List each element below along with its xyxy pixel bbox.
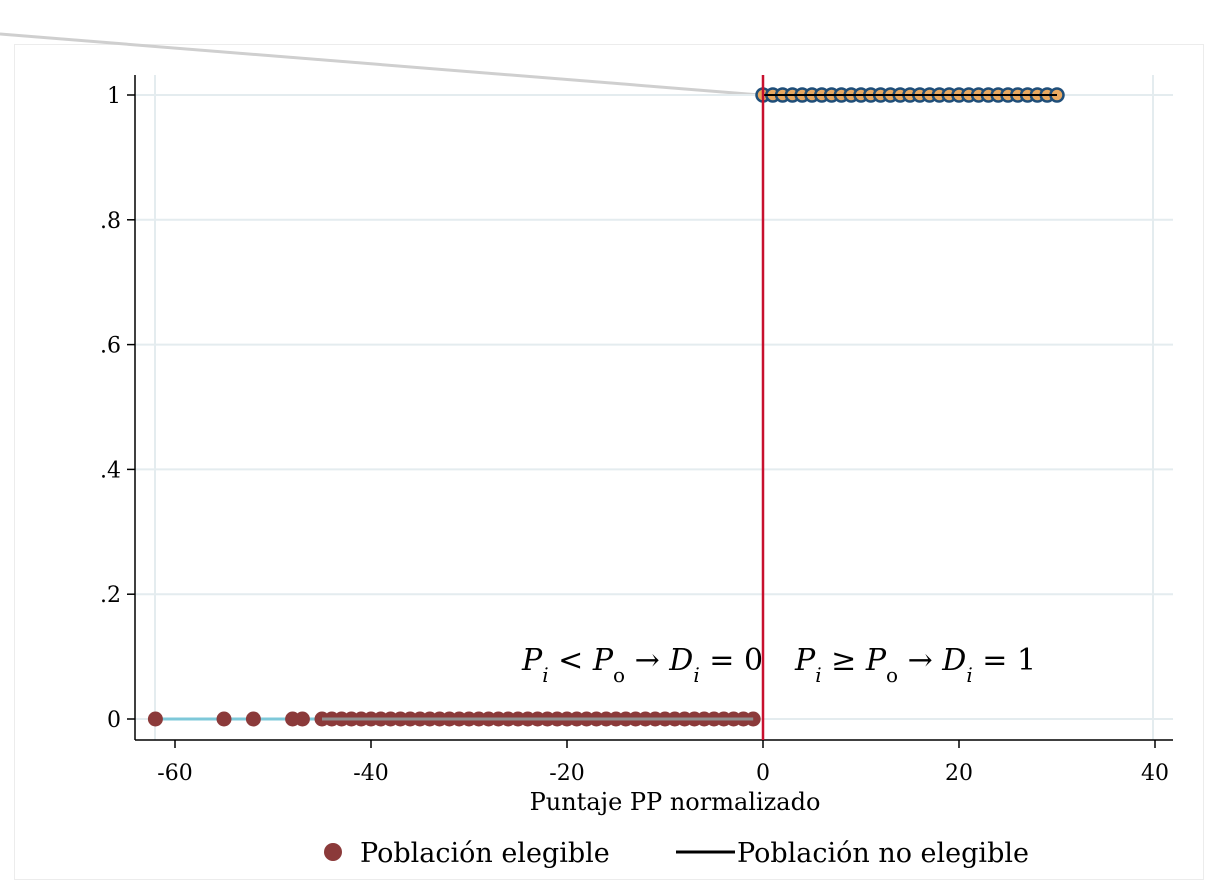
y-tick-label: 1 [107,84,121,109]
axes [127,75,1173,748]
data-point-eligible [294,711,310,727]
x-tick-label: -40 [353,761,388,786]
data-point-eligible [245,711,261,727]
data-point-eligible [147,711,163,727]
y-tick-label: .8 [100,209,121,234]
grid-lines [135,75,1173,740]
chart-frame [14,44,1204,880]
x-tick-label: -20 [549,761,584,786]
y-tick-label: .2 [100,583,121,608]
x-tick-label: 40 [1141,761,1169,786]
tick-labels: 0 .2 .4 .6 .8 1 -60 -40 -20 0 20 40 [100,84,1169,786]
x-tick-label: 0 [756,761,770,786]
legend-label-not-eligible: Población no elegible [737,838,1029,869]
decorative-diagonal-line [0,32,761,97]
y-tick-label: .6 [100,334,121,359]
x-tick-label: -60 [157,761,192,786]
x-tick-label: 20 [945,761,973,786]
series-eligible [147,711,761,727]
legend: Población elegible Población no elegible [324,838,1029,869]
x-axis-title: Puntaje PP normalizado [530,788,821,816]
legend-marker-eligible [324,843,342,861]
y-tick-label: 0 [107,708,121,733]
y-tick-label: .4 [100,458,121,483]
series-not-eligible [755,87,1065,103]
data-point-eligible [216,711,232,727]
annotation-left: Pi < Po → Di = 0 [521,643,763,687]
annotation-right: Pi ≥ Po → Di = 1 [794,643,1036,687]
legend-label-eligible: Población elegible [360,838,610,869]
